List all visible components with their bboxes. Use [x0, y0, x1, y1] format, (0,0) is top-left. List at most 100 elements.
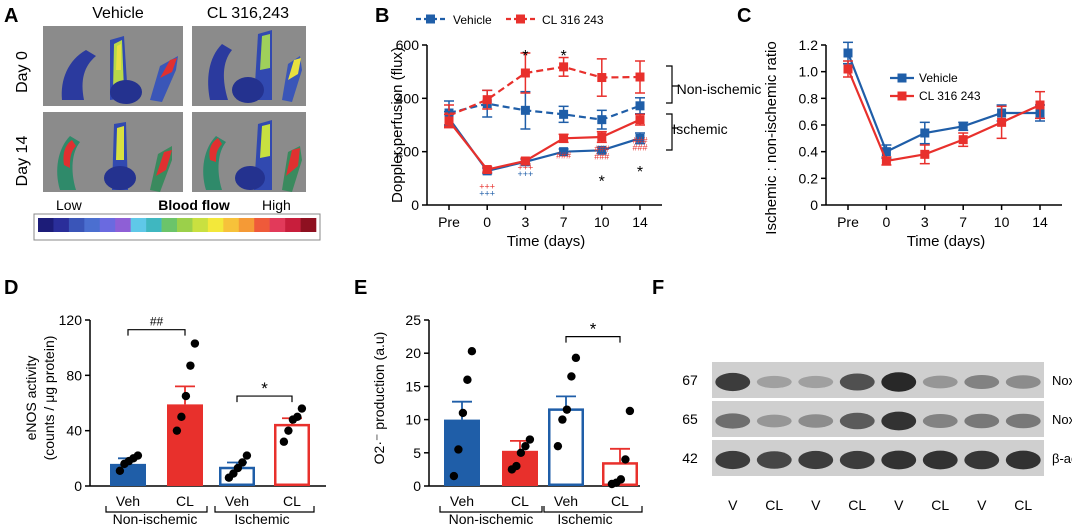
group-label-non-ischemic: Non-ischemic	[677, 81, 762, 97]
significance-annotation: +++	[479, 188, 495, 198]
x-tick-label: 0	[483, 214, 491, 230]
y-tick-label: 600	[396, 37, 420, 53]
x-tick-label: 3	[921, 214, 929, 230]
legend-vehicle-marker	[426, 14, 435, 24]
significance-label: *	[590, 320, 597, 339]
data-dot	[567, 372, 576, 381]
data-dot	[512, 461, 521, 471]
data-point	[920, 128, 930, 138]
y-tick-label: 20	[405, 345, 421, 361]
bar	[110, 463, 146, 486]
data-dot	[186, 361, 195, 370]
blot-band	[964, 413, 1000, 429]
x-tick-label: 14	[632, 214, 648, 230]
y-tick-label: 0.2	[799, 170, 819, 186]
blot-band	[798, 375, 834, 389]
data-point	[881, 147, 891, 157]
series-line	[448, 102, 641, 121]
data-point	[958, 121, 968, 131]
data-dot	[177, 412, 186, 422]
data-point	[958, 135, 968, 145]
blot-band	[756, 414, 792, 428]
color-scale-swatch	[161, 218, 178, 232]
blot-band	[964, 375, 1000, 389]
y-axis-title: O2·⁻ production (a.u)	[371, 332, 387, 465]
lane-label: CL	[931, 497, 949, 513]
x-tick-label: 0	[883, 214, 891, 230]
data-point	[559, 62, 569, 72]
data-dot	[115, 466, 125, 475]
doppler-image-cl-day0	[192, 26, 306, 106]
protein-label: β-actin	[1052, 451, 1072, 466]
doppler-image-vehicle-day14	[43, 112, 183, 192]
y-tick-label: 0	[74, 478, 82, 494]
lane-label: V	[811, 497, 821, 513]
blot-band	[798, 450, 834, 470]
y-axis-title: Ischemic : non-ischemic ratio	[763, 41, 780, 234]
y-tick-label: 5	[413, 445, 421, 461]
bracket-ischemic	[666, 113, 678, 151]
blot-band	[798, 414, 834, 428]
x-tick-label: Veh	[225, 493, 249, 509]
color-scale-title: Blood flow	[158, 197, 230, 213]
data-dot	[621, 455, 630, 464]
color-scale-bar	[38, 218, 317, 232]
lane-label: CL	[1014, 497, 1032, 513]
group-label-non-ischemic: Non-ischemic	[449, 511, 534, 527]
blot-band	[715, 450, 751, 470]
molecular-weight-label: 67	[682, 372, 698, 388]
data-dot	[516, 448, 526, 457]
series-line	[846, 52, 1040, 154]
data-dot	[293, 412, 302, 422]
x-tick-label: Veh	[450, 493, 474, 509]
x-tick-label: CL	[511, 493, 529, 509]
color-scale-swatch	[300, 218, 317, 232]
data-point	[597, 73, 607, 83]
color-scale-swatch	[285, 218, 301, 232]
data-point	[597, 115, 607, 125]
group-bracket	[214, 506, 315, 513]
significance-annotation: ###	[594, 144, 609, 154]
color-scale-swatch	[192, 218, 209, 232]
data-point	[482, 95, 492, 105]
significance-annotation: ###	[632, 136, 647, 146]
color-scale-swatch	[238, 218, 255, 232]
x-tick-label: CL	[611, 493, 629, 509]
significance-annotation: *	[599, 173, 605, 190]
color-scale-swatch	[223, 218, 240, 232]
y-tick-label: 15	[405, 378, 421, 394]
protein-label: Nox 2	[1052, 412, 1072, 427]
panel-b: Vehicle CL 316 243 Non-ischemic Ischemic…	[389, 13, 761, 250]
significance-annotation: +++	[518, 169, 534, 179]
bar	[274, 423, 310, 486]
group-bracket	[439, 506, 543, 513]
data-dot	[553, 441, 563, 451]
color-scale-swatch	[53, 218, 70, 232]
color-scale-swatch	[68, 218, 85, 232]
data-point	[444, 116, 454, 126]
y-tick-label: 0.4	[799, 144, 819, 160]
panel-d: eNOS activity (counts / μg protein) Non-…	[23, 312, 326, 527]
x-axis-title: Time (days)	[907, 233, 986, 250]
panel-f: 67 Nox 4 65 Nox 2 42 β-actin V CL V CL V CL V CL	[682, 362, 1072, 513]
data-point	[920, 149, 930, 159]
panel-letter-a: A	[4, 5, 18, 27]
data-dot	[284, 426, 293, 435]
data-point	[843, 48, 853, 58]
lane-label: CL	[765, 497, 783, 513]
legend-vehicle-label: Vehicle	[453, 13, 492, 27]
group-bracket	[105, 506, 208, 513]
y-axis-title: eNOS activity	[23, 356, 39, 441]
significance-bracket	[565, 336, 621, 343]
x-tick-label: Veh	[554, 493, 578, 509]
x-tick-label: CL	[176, 493, 194, 509]
group-label-ischemic: Ischemic	[557, 511, 612, 527]
series-line	[448, 118, 641, 171]
legend-cl-marker	[516, 14, 525, 24]
data-point	[520, 156, 530, 166]
data-point	[635, 115, 645, 125]
significance-annotation: *	[637, 164, 643, 181]
y-tick-label: 120	[59, 312, 83, 328]
legend-vehicle-label: Vehicle	[919, 71, 958, 85]
